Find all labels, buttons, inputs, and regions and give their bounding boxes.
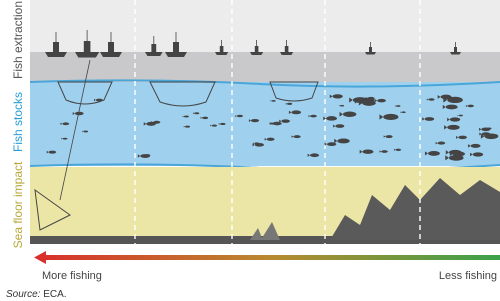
fish <box>343 112 356 117</box>
fish <box>267 138 275 141</box>
fish <box>335 124 344 128</box>
fish <box>251 119 259 122</box>
sky-band <box>30 0 500 52</box>
fish <box>366 98 374 101</box>
fish <box>62 122 69 125</box>
fish <box>438 142 446 145</box>
fish <box>202 117 208 119</box>
fish <box>425 117 435 121</box>
arrow-head <box>34 251 46 264</box>
source-label: Source: <box>6 289 41 300</box>
fish <box>291 110 301 114</box>
fish <box>487 128 491 130</box>
extraction-band <box>30 52 500 82</box>
fish <box>185 126 190 128</box>
fish <box>396 105 400 107</box>
fish <box>401 111 405 113</box>
label-extraction: Fish extraction <box>11 1 25 79</box>
fish <box>96 99 103 102</box>
source-text: ECA. <box>43 289 66 300</box>
fish <box>337 138 349 143</box>
fish <box>473 152 484 156</box>
fish <box>310 153 319 157</box>
fish <box>287 103 292 105</box>
fish <box>449 155 464 161</box>
fish <box>212 125 217 127</box>
page: Fish extraction Fish stocks Sea floor im… <box>0 0 500 301</box>
label-seafloor: Sea floor impact <box>11 161 25 248</box>
source: Source: ECA. <box>6 289 67 300</box>
fish <box>385 135 392 138</box>
fish <box>49 151 57 154</box>
fish <box>255 143 264 147</box>
fish <box>458 136 467 139</box>
fish <box>310 115 317 118</box>
fish <box>459 115 463 117</box>
fish <box>428 98 434 100</box>
fish <box>353 97 368 103</box>
fish <box>428 151 440 156</box>
fish <box>482 132 491 135</box>
scale-right: Less fishing <box>439 270 497 282</box>
fish <box>194 112 199 114</box>
fish <box>340 105 344 107</box>
label-stocks: Fish stocks <box>11 92 25 152</box>
scale-left: More fishing <box>42 270 102 282</box>
fish <box>362 149 373 153</box>
fish <box>75 112 84 115</box>
fish <box>450 117 460 121</box>
fish <box>488 137 494 139</box>
infographic: Fish extraction Fish stocks Sea floor im… <box>0 0 500 301</box>
fish <box>63 138 68 140</box>
fish <box>381 150 388 153</box>
fish <box>446 105 458 110</box>
fish <box>184 115 189 117</box>
fish <box>395 149 401 151</box>
fish <box>145 154 150 156</box>
fish <box>326 116 337 120</box>
fish <box>83 131 88 133</box>
fish <box>271 122 277 124</box>
fish <box>153 121 160 124</box>
fish <box>327 142 336 146</box>
fish <box>281 119 290 122</box>
fishing-arrow <box>42 255 500 260</box>
fish <box>377 99 386 103</box>
fish <box>293 135 300 138</box>
fish <box>332 94 342 98</box>
fish <box>467 105 473 108</box>
fish <box>220 123 225 125</box>
fish <box>383 114 398 120</box>
fish <box>237 115 243 117</box>
fish <box>471 144 481 148</box>
fish <box>447 125 459 130</box>
fish <box>447 97 463 103</box>
fish <box>271 100 275 102</box>
fish <box>449 150 462 155</box>
